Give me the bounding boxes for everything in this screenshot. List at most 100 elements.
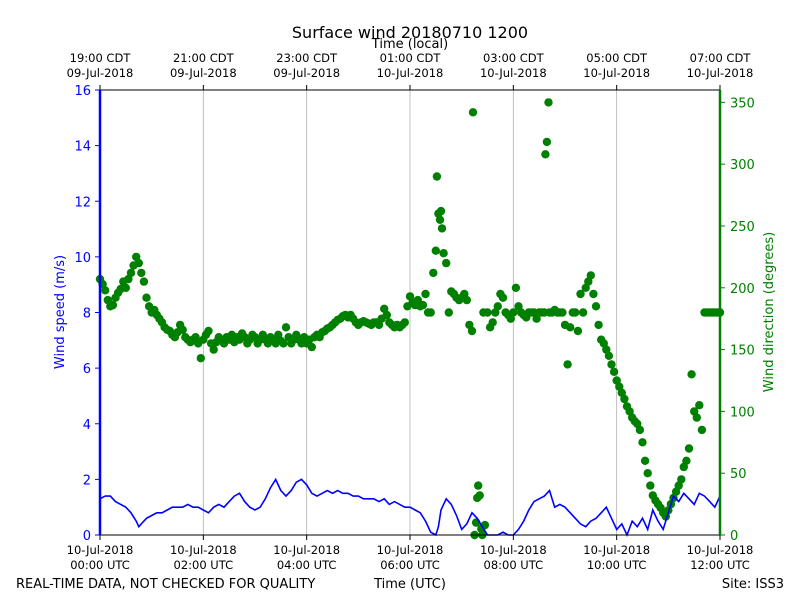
wind-direction-point — [400, 318, 409, 327]
wind-direction-point — [307, 342, 316, 352]
wind-direction-series — [95, 98, 725, 540]
x-axis-label: Time (UTC) — [373, 577, 446, 592]
wind-direction-point — [134, 258, 143, 268]
right-tick-label: 200 — [730, 282, 755, 297]
wind-direction-point — [204, 326, 213, 336]
top-tick-time: 19:00 CDT — [70, 51, 132, 65]
bottom-tick-date: 10-Jul-2018 — [377, 543, 444, 557]
top-tick-date: 10-Jul-2018 — [583, 66, 650, 80]
right-tick-label: 250 — [730, 220, 755, 235]
wind-direction-point — [576, 289, 585, 299]
bottom-tick-date: 10-Jul-2018 — [67, 543, 134, 557]
wind-direction-point — [566, 323, 575, 332]
wind-direction-point — [418, 300, 428, 310]
wind-direction-point — [142, 293, 151, 302]
wind-direction-point — [511, 283, 521, 292]
bottom-tick-time: 10:00 UTC — [587, 558, 647, 572]
left-tick-label: 14 — [74, 140, 91, 155]
wind-direction-point — [509, 308, 518, 317]
wind-direction-point — [474, 481, 483, 490]
wind-direction-point — [108, 300, 118, 310]
right-tick-label: 150 — [730, 344, 755, 359]
wind-direction-point — [594, 320, 603, 330]
wind-direction-point — [467, 326, 477, 336]
wind-direction-point — [421, 289, 430, 299]
wind-direction-point — [488, 318, 497, 327]
wind-direction-point — [695, 401, 704, 410]
wind-direction-point — [436, 206, 446, 216]
left-tick-label: 8 — [83, 307, 91, 322]
right-axis-label: Wind direction (degrees) — [762, 232, 777, 392]
wind-direction-point — [462, 295, 471, 305]
wind-direction-point — [382, 310, 391, 320]
wind-direction-point — [635, 425, 645, 435]
top-tick-time: 23:00 CDT — [276, 51, 338, 65]
wind-direction-point — [432, 172, 442, 181]
right-tick-label: 50 — [730, 467, 747, 482]
wind-direction-point — [196, 354, 205, 363]
vertical-gridlines — [202, 90, 618, 535]
right-tick-label: 100 — [730, 405, 755, 420]
top-tick-date: 10-Jul-2018 — [480, 66, 547, 80]
left-axis-label: Wind speed (m/s) — [53, 255, 68, 369]
top-tick-date: 09-Jul-2018 — [170, 66, 237, 80]
bottom-tick-date: 10-Jul-2018 — [583, 543, 650, 557]
wind-direction-point — [586, 271, 595, 280]
wind-direction-point — [541, 150, 550, 159]
wind-direction-point — [604, 351, 614, 360]
top-tick-date: 10-Jul-2018 — [377, 66, 444, 80]
wind-direction-point — [493, 302, 502, 311]
site-label: Site: ISS3 — [722, 577, 784, 592]
bottom-tick-time: 02:00 UTC — [174, 558, 234, 572]
wind-direction-point — [437, 224, 447, 233]
left-tick-label: 6 — [83, 362, 91, 377]
wind-direction-point — [431, 246, 440, 255]
wind-direction-point — [483, 308, 492, 317]
wind-direction-point — [426, 308, 435, 317]
top-tick-time: 03:00 CDT — [483, 51, 545, 65]
top-tick-date: 09-Jul-2018 — [67, 66, 134, 80]
top-tick-date: 10-Jul-2018 — [687, 66, 754, 80]
wind-direction-point — [684, 444, 694, 453]
wind-direction-point — [429, 268, 438, 278]
left-tick-label: 10 — [74, 251, 91, 266]
wind-direction-point — [643, 469, 652, 478]
wind-direction-point — [137, 268, 146, 278]
left-tick-label: 4 — [83, 418, 91, 433]
left-tick-label: 16 — [74, 84, 91, 99]
right-tick-label: 300 — [730, 158, 755, 173]
wind-direction-point — [126, 268, 136, 278]
top-tick-time: 21:00 CDT — [173, 51, 235, 65]
wind-direction-point — [475, 491, 484, 500]
wind-direction-point — [646, 481, 655, 490]
wind-direction-point — [178, 325, 187, 334]
bottom-tick-time: 08:00 UTC — [484, 558, 544, 572]
wind-direction-point — [439, 249, 448, 258]
left-axis-ticks: 0 2 4 6 8 10 12 14 16 — [74, 84, 100, 544]
left-tick-label: 12 — [74, 195, 91, 210]
wind-direction-point — [589, 289, 598, 299]
wind-direction-point — [442, 258, 451, 268]
wind-direction-point — [558, 308, 567, 317]
wind-direction-point — [607, 360, 616, 369]
left-tick-label: 0 — [83, 529, 91, 544]
top-tick-time: 07:00 CDT — [690, 51, 752, 65]
chart-title: Surface wind 20180710 1200 — [292, 23, 528, 42]
top-axis-label: Time (local) — [371, 37, 448, 52]
wind-direction-point — [638, 438, 647, 447]
bottom-tick-date: 10-Jul-2018 — [480, 543, 547, 557]
wind-direction-point — [682, 456, 691, 465]
right-axis-ticks: 0 50 100 150 200 250 300 350 — [720, 96, 755, 544]
wind-direction-point — [542, 137, 552, 147]
wind-direction-point — [692, 413, 701, 422]
bottom-tick-time: 12:00 UTC — [690, 558, 750, 572]
wind-direction-point — [209, 345, 218, 354]
wind-direction-point — [571, 308, 580, 317]
bottom-tick-time: 00:00 UTC — [70, 558, 130, 572]
wind-direction-point — [121, 283, 130, 292]
top-tick-date: 09-Jul-2018 — [273, 66, 340, 80]
bottom-tick-date: 10-Jul-2018 — [687, 543, 754, 557]
